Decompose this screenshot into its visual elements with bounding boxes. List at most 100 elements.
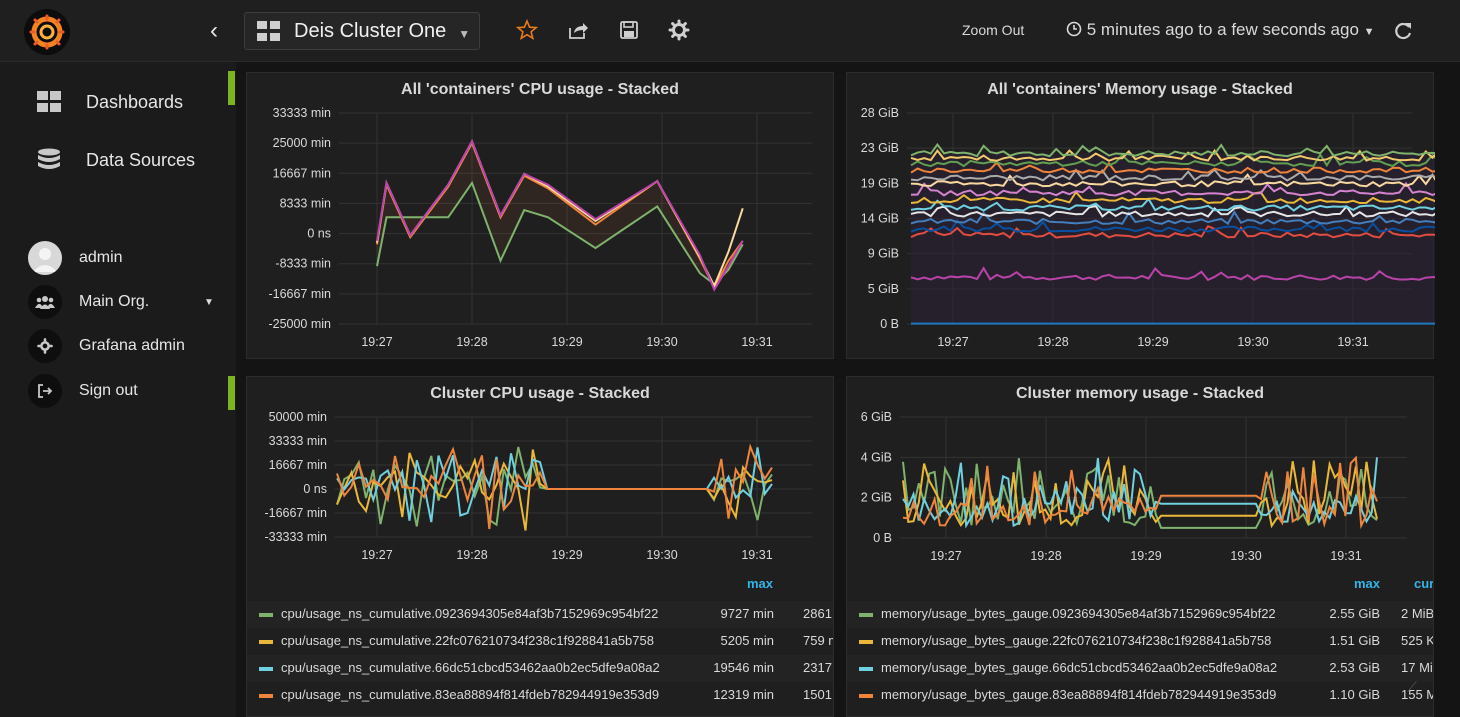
legend-row[interactable]: memory/usage_bytes_gauge.22fc076210734f2… — [847, 628, 1433, 655]
panel-title[interactable]: All 'containers' CPU usage - Stacked — [401, 81, 679, 98]
series-line-grey — [910, 168, 1435, 182]
row-collapse-handle[interactable] — [228, 71, 235, 105]
sidebar: Dashboards Data Sources admin Main Org. … — [0, 62, 236, 717]
refresh-icon[interactable] — [1392, 20, 1414, 42]
y-tick-label: 14 GiB — [861, 212, 899, 226]
y-tick-label: 33333 min — [273, 106, 331, 120]
x-tick-label: 19:28 — [456, 548, 487, 562]
series-line-purple — [910, 266, 1435, 282]
x-tick-label: 19:30 — [646, 335, 677, 349]
legend-row[interactable]: cpu/usage_ns_cumulative.83ea88894f814fde… — [247, 682, 833, 709]
time-range-picker[interactable]: 5 minutes ago to a few seconds ago ▼ — [1066, 20, 1375, 40]
settings-gear-icon[interactable] — [668, 19, 690, 41]
legend-current-value: 17 MiB — [1401, 660, 1433, 675]
save-icon[interactable] — [618, 19, 640, 41]
legend-swatch[interactable] — [259, 667, 273, 671]
dashboards-icon — [37, 91, 61, 112]
legend-max-value: 1.51 GiB — [1329, 633, 1380, 648]
sidebar-item-dashboards[interactable]: Dashboards — [0, 74, 236, 130]
legend-row[interactable]: memory/usage_bytes_gauge.83ea88894f814fd… — [847, 682, 1433, 709]
zoom-out-button[interactable]: Zoom Out — [962, 22, 1025, 38]
x-tick-label: 19:31 — [741, 548, 772, 562]
legend-row[interactable]: cpu/usage_ns_cumulative.66dc51cbcd53462a… — [247, 655, 833, 682]
legend-header-max[interactable]: max — [1354, 576, 1381, 591]
panel-title[interactable]: Cluster memory usage - Stacked — [1015, 385, 1265, 402]
series-line-peach — [910, 173, 1435, 188]
legend-series-name[interactable]: cpu/usage_ns_cumulative.22fc076210734f23… — [281, 633, 654, 648]
y-tick-label: -8333 min — [275, 257, 331, 271]
legend-swatch[interactable] — [859, 694, 873, 698]
star-icon[interactable] — [516, 19, 538, 41]
sidebar-item-grafana-admin[interactable]: Grafana admin — [0, 326, 236, 366]
legend-series-name[interactable]: memory/usage_bytes_gauge.22fc076210734f2… — [881, 633, 1272, 648]
legend-series-name[interactable]: cpu/usage_ns_cumulative.0923694305e84af3… — [281, 606, 659, 621]
legend-swatch[interactable] — [259, 640, 273, 644]
grafana-logo-icon[interactable] — [24, 9, 70, 55]
legend-series-name[interactable]: memory/usage_bytes_gauge.66dc51cbcd53462… — [881, 660, 1278, 675]
database-icon — [38, 148, 60, 169]
legend-swatch[interactable] — [859, 640, 873, 644]
legend-series-name[interactable]: memory/usage_bytes_gauge.0923694305e84af… — [881, 606, 1276, 621]
user-profile[interactable]: admin — [0, 238, 236, 278]
legend-series-name[interactable]: cpu/usage_ns_cumulative.83ea88894f814fde… — [281, 687, 660, 702]
collapse-sidebar-icon[interactable]: ‹ — [210, 17, 218, 44]
legend-max-value: 9727 min — [720, 606, 774, 621]
legend-row[interactable]: cpu/usage_ns_cumulative.22fc076210734f23… — [247, 628, 833, 655]
series-line-3 — [336, 443, 773, 530]
legend-header-max[interactable]: max — [747, 576, 774, 591]
x-tick-label: 19:28 — [1037, 335, 1068, 349]
legend-series-name[interactable]: memory/usage_bytes_gauge.83ea88894f814fd… — [881, 687, 1277, 702]
panel-memory-containers[interactable]: All 'containers' Memory usage - Stacked … — [846, 72, 1435, 359]
cog-icon — [28, 329, 62, 363]
legend-row[interactable]: memory/usage_bytes_gauge.0923694305e84af… — [847, 601, 1433, 628]
legend-swatch[interactable] — [859, 667, 873, 671]
y-tick-label: 50000 min — [269, 410, 327, 424]
legend-avg-value: 2317 min — [803, 660, 833, 675]
series-line-red — [910, 225, 1435, 239]
legend-swatch[interactable] — [259, 694, 273, 698]
y-tick-label: 5 GiB — [868, 282, 899, 296]
grafana-admin-label: Grafana admin — [79, 337, 185, 354]
panel-cluster-cpu[interactable]: Cluster CPU usage - Stacked 50000 min 333… — [246, 376, 834, 717]
x-tick-label: 19:27 — [930, 549, 961, 563]
panel-cpu-containers[interactable]: All 'containers' CPU usage - Stacked 333… — [246, 72, 834, 359]
panel-title[interactable]: Cluster CPU usage - Stacked — [430, 385, 650, 402]
sidebar-item-sign-out[interactable]: Sign out — [0, 371, 236, 411]
legend-row[interactable]: memory/usage_bytes_gauge.66dc51cbcd53462… — [847, 655, 1433, 682]
cluster-cpu-legend: cpu/usage_ns_cumulative.0923694305e84af3… — [247, 601, 833, 716]
legend-max-value: 2.55 GiB — [1329, 606, 1380, 621]
row-collapse-handle[interactable] — [228, 376, 235, 410]
x-tick-label: 19:28 — [456, 335, 487, 349]
legend-series-name[interactable]: cpu/usage_ns_cumulative.66dc51cbcd53462a… — [281, 660, 660, 675]
legend-swatch[interactable] — [259, 613, 273, 617]
panel-title[interactable]: All 'containers' Memory usage - Stacked — [987, 81, 1293, 98]
legend-max-value: 19546 min — [713, 660, 774, 675]
legend-avg-value: 1501 min — [803, 687, 833, 702]
x-tick-label: 19:29 — [551, 335, 582, 349]
y-tick-label: 33333 min — [269, 434, 327, 448]
y-tick-label: 6 GiB — [861, 410, 892, 424]
y-tick-label: 2 GiB — [861, 491, 892, 505]
series-line-yellow — [910, 190, 1435, 205]
series-line-purple2 — [910, 181, 1435, 197]
org-switcher[interactable]: Main Org. ▼ — [0, 282, 236, 322]
x-tick-label: 19:30 — [1230, 549, 1261, 563]
series-line-orange — [910, 161, 1435, 174]
sidebar-item-label: Data Sources — [86, 149, 196, 170]
dashboard-picker[interactable]: Deis Cluster One ▼ — [244, 12, 480, 50]
legend-row[interactable]: cpu/usage_ns_cumulative.0923694305e84af3… — [247, 601, 833, 628]
cpu-containers-chart: 33333 min 25000 min 16667 min 8333 min 0 ns -… — [268, 106, 812, 349]
legend-header-current[interactable]: current — [1414, 576, 1434, 591]
x-tick-label: 19:27 — [937, 335, 968, 349]
sidebar-item-data-sources[interactable]: Data Sources — [0, 132, 236, 188]
sidebar-item-label: Dashboards — [86, 91, 184, 112]
share-icon[interactable] — [567, 19, 589, 41]
resize-handle-icon[interactable]: ⟋ — [1407, 679, 1417, 695]
panel-cluster-memory[interactable]: Cluster memory usage - Stacked 6 GiB 4 Gi… — [846, 376, 1434, 717]
legend-swatch[interactable] — [859, 613, 873, 617]
x-tick-label: 19:31 — [741, 335, 772, 349]
series-line-navy — [910, 218, 1435, 233]
y-tick-label: 0 ns — [307, 227, 331, 241]
avatar — [28, 241, 62, 275]
